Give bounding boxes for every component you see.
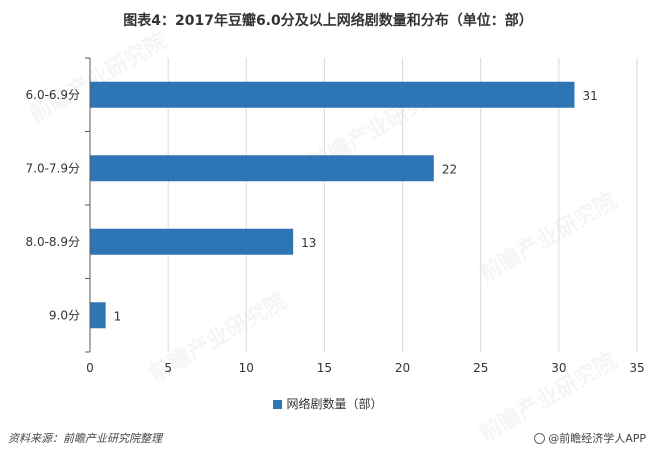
x-tick-label: 35 <box>629 361 644 375</box>
x-tick-label: 0 <box>86 361 94 375</box>
brand-credit: @前瞻经济学人APP <box>534 430 646 446</box>
labels: 0 5 10 15 20 25 30 35 6.0-6.9分 31 7.0-7.9分 22 8.0-8.… <box>26 88 645 375</box>
axes <box>85 57 91 353</box>
x-tick-label: 20 <box>395 361 410 375</box>
legend-swatch <box>273 400 283 409</box>
x-tick-label: 25 <box>473 361 488 375</box>
x-tick-label: 10 <box>239 361 254 375</box>
bars <box>90 81 575 329</box>
y-tick-label: 6.0-6.9分 <box>26 88 81 102</box>
data-label: 22 <box>442 162 457 176</box>
x-tick-label: 5 <box>164 361 172 375</box>
legend: 网络剧数量（部） <box>0 395 656 412</box>
data-label: 31 <box>582 89 597 103</box>
chart-title: 图表4：2017年豆瓣6.0分及以上网络剧数量和分布（单位：部） <box>123 13 533 29</box>
y-tick-label: 7.0-7.9分 <box>26 161 81 175</box>
bar <box>90 302 106 329</box>
bar <box>90 155 434 182</box>
bar <box>90 81 575 108</box>
y-tick-label: 9.0分 <box>49 308 80 322</box>
data-label: 1 <box>114 309 122 323</box>
x-tick-label: 30 <box>551 361 566 375</box>
legend-label: 网络剧数量（部） <box>286 397 383 411</box>
brand-text: @前瞻经济学人APP <box>548 432 646 445</box>
data-label: 13 <box>301 236 316 250</box>
gridlines <box>167 58 638 352</box>
bar <box>90 228 294 255</box>
y-tick-label: 8.0-8.9分 <box>26 235 81 249</box>
x-tick-label: 15 <box>317 361 332 375</box>
brand-logo-icon <box>534 433 546 444</box>
source-note: 资料来源：前瞻产业研究院整理 <box>8 432 162 445</box>
